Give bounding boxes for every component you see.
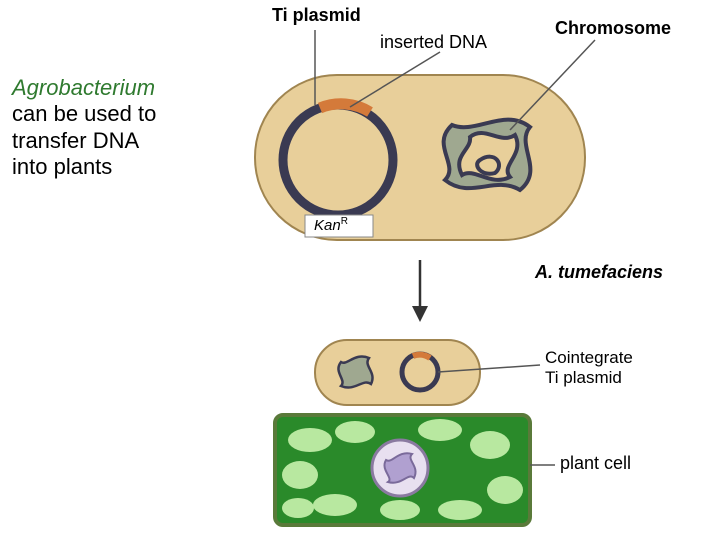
plant-cell — [275, 415, 530, 525]
caption-line4: into plants — [12, 154, 156, 180]
label-chromosome: Chromosome — [555, 18, 671, 40]
arrow-down — [412, 260, 428, 322]
caption-line2: can be used to — [12, 101, 156, 127]
caption: Agrobacterium can be used to transfer DN… — [12, 75, 156, 181]
label-kanr: KanR — [314, 216, 348, 235]
label-inserted-dna: inserted DNA — [380, 32, 487, 54]
label-cointegrate: Cointegrate Ti plasmid — [545, 348, 633, 387]
caption-line3: transfer DNA — [12, 128, 156, 154]
bacterium-small — [315, 340, 480, 405]
label-plant-cell: plant cell — [560, 453, 631, 475]
caption-line1: Agrobacterium — [12, 75, 156, 101]
bacterium-top — [255, 75, 585, 240]
label-a-tumefaciens: A. tumefaciens — [535, 262, 663, 284]
label-ti-plasmid: Ti plasmid — [272, 5, 361, 27]
